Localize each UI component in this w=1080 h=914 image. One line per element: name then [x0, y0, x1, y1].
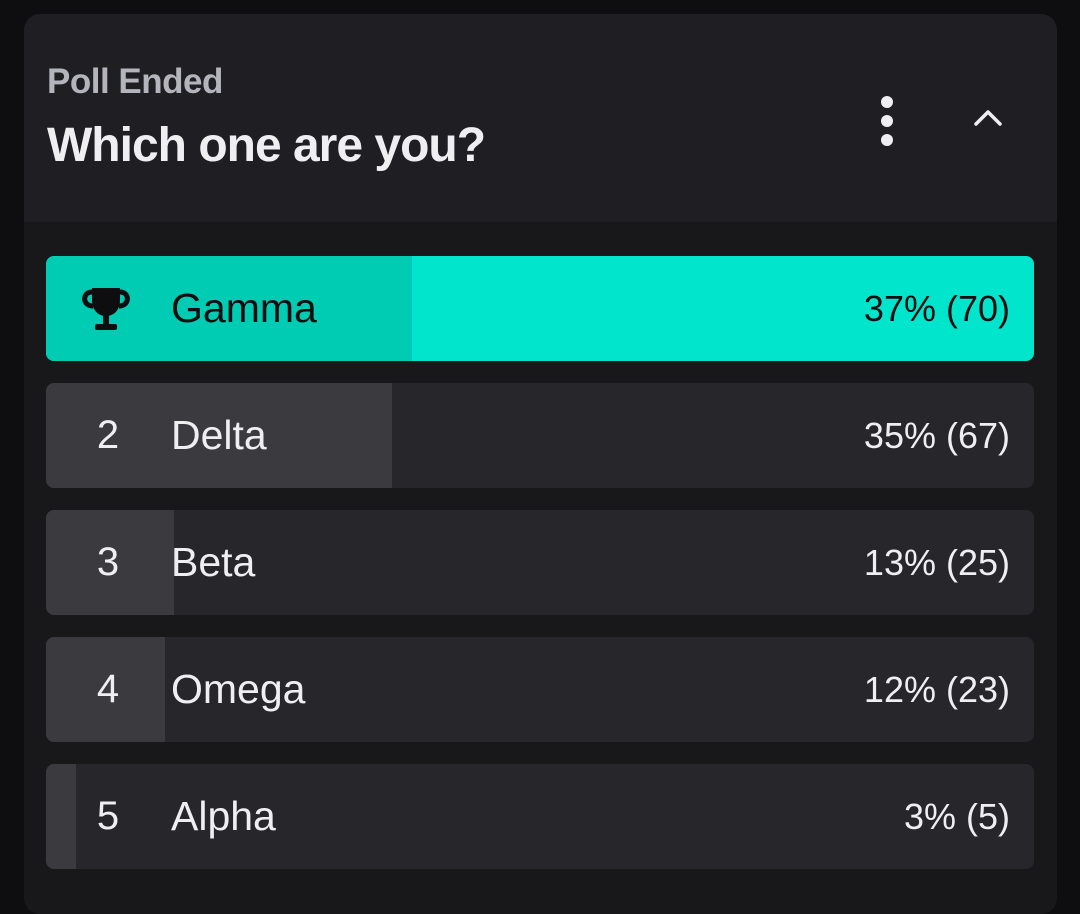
result-bar: [46, 510, 175, 615]
option-result: 35% (67): [863, 415, 1010, 456]
option-label: Beta: [171, 539, 256, 585]
option-label: Omega: [171, 666, 306, 712]
collapse-button[interactable]: [964, 98, 1012, 138]
option-result: 3% (5): [903, 796, 1010, 837]
more-options-button[interactable]: [867, 88, 907, 152]
poll-card: Poll Ended Which one are you?: [24, 14, 1057, 914]
option-result: 37% (70): [863, 288, 1010, 329]
option-result: 12% (23): [863, 669, 1010, 710]
poll-question: Which one are you?: [47, 119, 486, 172]
option-rank: 3: [96, 540, 120, 584]
chevron-up-icon: [974, 110, 1002, 126]
option-result: 13% (25): [863, 542, 1010, 583]
result-bar: [46, 637, 165, 742]
poll-option-gamma[interactable]: Gamma 37% (70): [46, 256, 1034, 361]
poll-options: Gamma 37% (70) 2 Delta 35% (67) 3 Beta 1…: [46, 256, 1034, 891]
poll-option-beta[interactable]: 3 Beta 13% (25): [46, 510, 1034, 615]
result-bar: [46, 764, 76, 869]
poll-status: Poll Ended: [47, 62, 223, 101]
option-label: Alpha: [171, 793, 276, 839]
result-bar: [46, 383, 392, 488]
option-label: Delta: [171, 412, 267, 458]
option-rank: 5: [96, 794, 120, 838]
trophy-icon: [82, 288, 130, 330]
option-label: Gamma: [171, 285, 317, 331]
poll-header: Poll Ended Which one are you?: [24, 14, 1057, 222]
option-rank: 4: [96, 667, 120, 711]
poll-option-delta[interactable]: 2 Delta 35% (67): [46, 383, 1034, 488]
option-rank: 2: [96, 413, 120, 457]
poll-option-omega[interactable]: 4 Omega 12% (23): [46, 637, 1034, 742]
poll-option-alpha[interactable]: 5 Alpha 3% (5): [46, 764, 1034, 869]
